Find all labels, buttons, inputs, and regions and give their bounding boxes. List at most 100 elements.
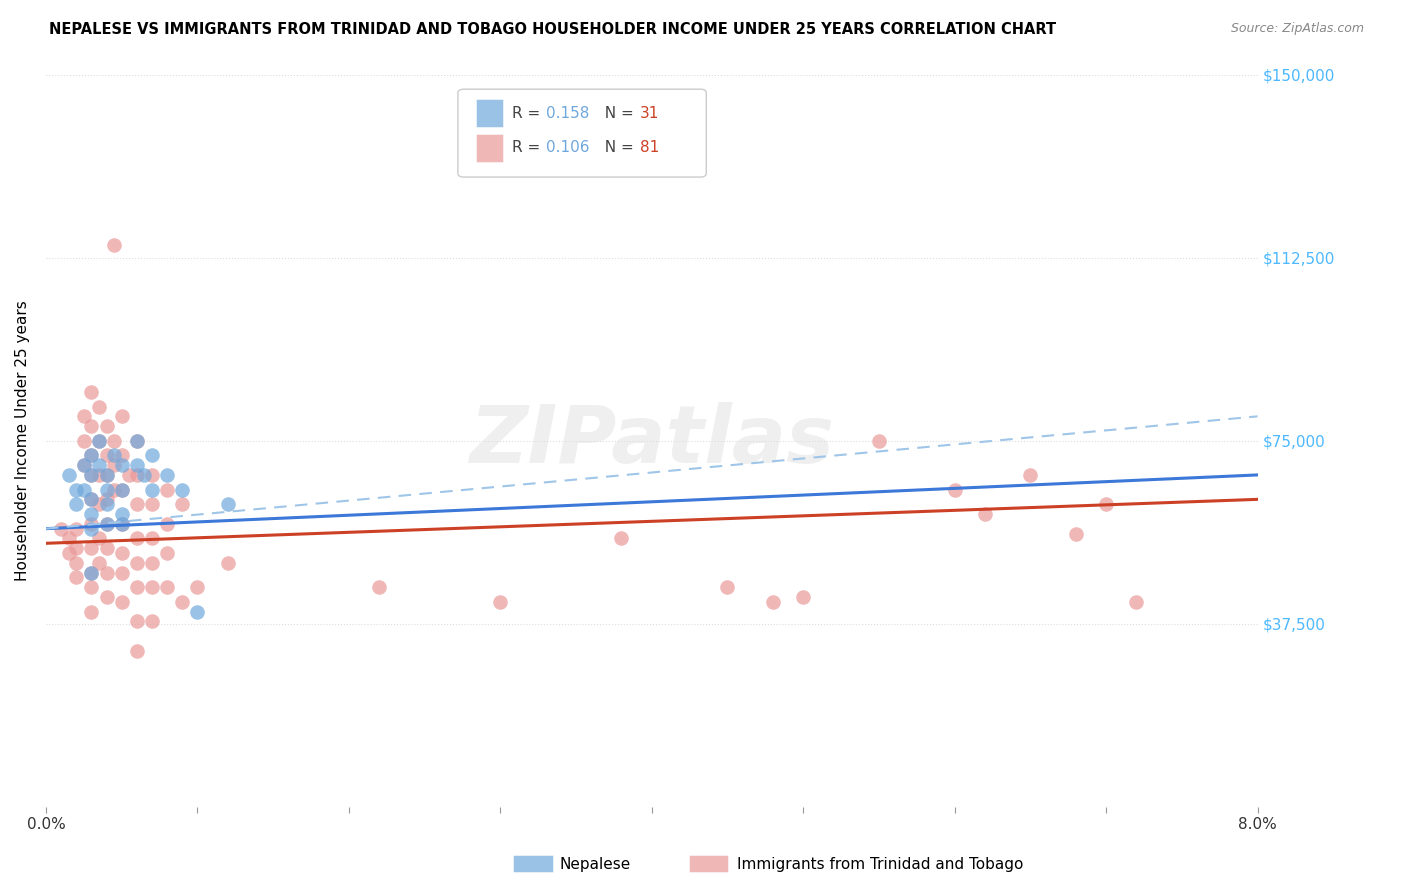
Text: Source: ZipAtlas.com: Source: ZipAtlas.com — [1230, 22, 1364, 36]
Point — [87, 400, 110, 414]
Y-axis label: Householder Income Under 25 years: Householder Income Under 25 years — [15, 301, 30, 581]
Point — [96, 541, 118, 556]
Point — [87, 532, 110, 546]
Point — [111, 483, 134, 497]
Point — [156, 467, 179, 482]
FancyBboxPatch shape — [458, 89, 706, 178]
Point — [103, 483, 125, 497]
Point — [80, 467, 103, 482]
Point — [80, 541, 103, 556]
Point — [87, 434, 110, 448]
Point — [172, 497, 194, 511]
Point — [49, 522, 72, 536]
Point — [65, 556, 87, 570]
Point — [111, 546, 134, 560]
Point — [156, 580, 179, 594]
Point — [118, 467, 141, 482]
Point — [868, 434, 890, 448]
Point — [87, 497, 110, 511]
Point — [87, 434, 110, 448]
Point — [141, 467, 163, 482]
Point — [125, 532, 148, 546]
Point — [58, 467, 80, 482]
Point — [111, 595, 134, 609]
Text: R =: R = — [512, 106, 546, 120]
Point — [103, 238, 125, 252]
Point — [80, 492, 103, 507]
Point — [141, 483, 163, 497]
Point — [80, 419, 103, 434]
Point — [125, 497, 148, 511]
Point — [80, 507, 103, 521]
Point — [125, 434, 148, 448]
Point — [1125, 595, 1147, 609]
Point — [96, 516, 118, 531]
Text: R =: R = — [512, 140, 546, 155]
Point — [73, 483, 96, 497]
Point — [125, 467, 148, 482]
Point — [80, 605, 103, 619]
Point — [103, 458, 125, 472]
Point — [103, 434, 125, 448]
Point — [111, 409, 134, 424]
Point — [1095, 497, 1118, 511]
Point — [217, 556, 239, 570]
Point — [87, 458, 110, 472]
Point — [58, 532, 80, 546]
Text: Nepalese: Nepalese — [560, 857, 631, 871]
Point — [134, 467, 156, 482]
Text: ZIPatlas: ZIPatlas — [470, 401, 834, 480]
Point — [65, 497, 87, 511]
Text: N =: N = — [595, 106, 638, 120]
Point — [125, 644, 148, 658]
Point — [1064, 526, 1087, 541]
Point — [80, 522, 103, 536]
Point — [974, 507, 997, 521]
Point — [186, 580, 208, 594]
Point — [80, 449, 103, 463]
Point — [762, 595, 785, 609]
Point — [96, 516, 118, 531]
Point — [65, 541, 87, 556]
Point — [125, 556, 148, 570]
Point — [943, 483, 966, 497]
Point — [111, 516, 134, 531]
Point — [96, 419, 118, 434]
Point — [125, 580, 148, 594]
Point — [368, 580, 391, 594]
Text: 0.106: 0.106 — [547, 140, 591, 155]
Point — [141, 532, 163, 546]
Point — [111, 483, 134, 497]
Point — [96, 497, 118, 511]
Point — [73, 434, 96, 448]
Point — [80, 467, 103, 482]
Point — [87, 467, 110, 482]
Point — [73, 409, 96, 424]
Point — [1019, 467, 1042, 482]
Bar — [477, 99, 503, 128]
Point — [125, 458, 148, 472]
Point — [80, 516, 103, 531]
Bar — [477, 134, 503, 161]
Point — [80, 492, 103, 507]
Point — [96, 467, 118, 482]
Point — [792, 590, 814, 604]
Text: NEPALESE VS IMMIGRANTS FROM TRINIDAD AND TOBAGO HOUSEHOLDER INCOME UNDER 25 YEAR: NEPALESE VS IMMIGRANTS FROM TRINIDAD AND… — [49, 22, 1056, 37]
Point — [80, 384, 103, 399]
Point — [96, 590, 118, 604]
Point — [141, 580, 163, 594]
Point — [156, 546, 179, 560]
Point — [156, 483, 179, 497]
Point — [489, 595, 512, 609]
Point — [156, 516, 179, 531]
Point — [96, 467, 118, 482]
Point — [141, 497, 163, 511]
Point — [172, 483, 194, 497]
Point — [96, 566, 118, 580]
Point — [80, 449, 103, 463]
Point — [65, 522, 87, 536]
Point — [141, 449, 163, 463]
Point — [111, 458, 134, 472]
Point — [610, 532, 633, 546]
Point — [65, 570, 87, 584]
